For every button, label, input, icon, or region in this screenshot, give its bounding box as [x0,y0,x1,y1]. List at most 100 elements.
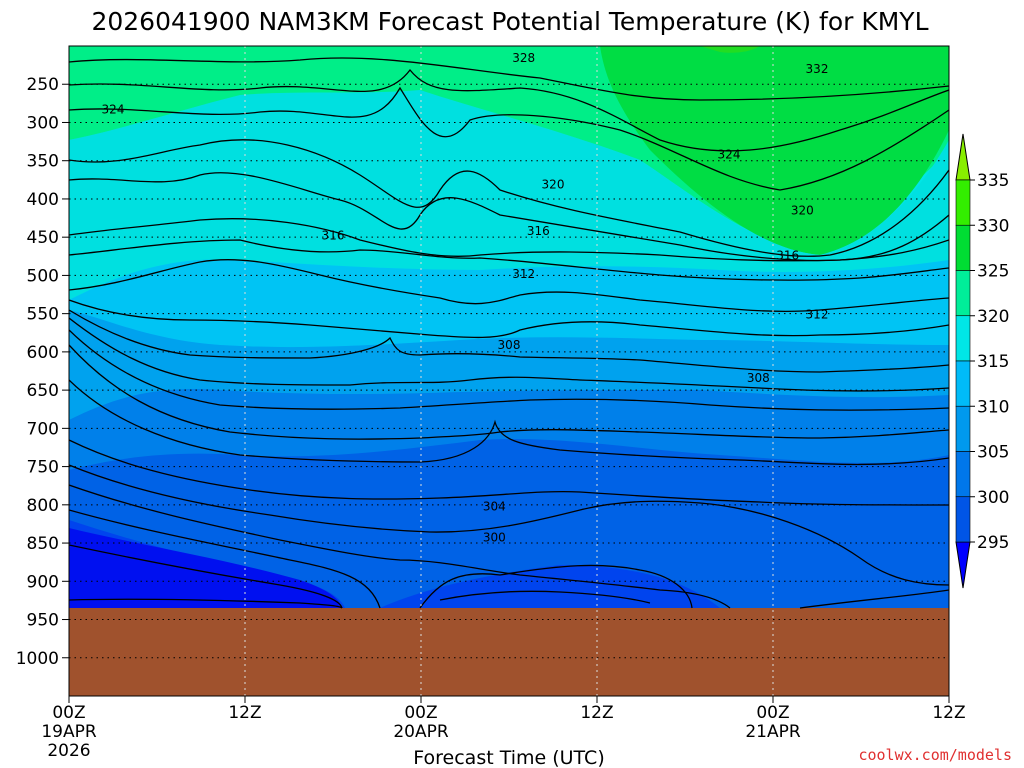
contour-label: 300 [483,531,506,545]
band-green-bright [600,46,949,255]
ground-underground [69,608,949,696]
y-tick-label: 750 [27,458,59,478]
colorbar-label: 330 [977,216,1009,236]
contour-line [69,139,949,257]
contour-label: 316 [322,229,345,243]
vertical-gridlines [244,46,774,696]
contour-line [69,57,949,101]
contour-line [69,317,949,392]
contour-label: 316 [527,224,550,238]
y-tick-label: 400 [27,190,59,210]
contour-label: 316 [776,249,799,263]
y-tick-label: 650 [27,381,59,401]
band-blue-3 [69,438,949,608]
contour-label: 320 [542,177,565,191]
contour-line [69,439,949,506]
colorbar-segment [955,451,971,498]
contour-line [69,299,949,339]
contour-line [69,379,949,466]
contour-label: 320 [791,203,814,217]
colorbar-label: 310 [977,397,1009,417]
y-tick-label: 350 [27,152,59,172]
plot-area: 300 304 308 308 312 312 316 316 316 320 320 324 324 3… [69,46,949,696]
y-tick-label: 500 [27,266,59,286]
contour-line [799,589,949,609]
y-tick-label: 1000 [16,649,59,669]
x-tick-label: 12Z [580,703,613,723]
contour-label: 324 [102,102,125,116]
colorbar-segment [955,405,971,452]
x-tick-date: 21APR [745,722,801,742]
contour-line [69,329,949,411]
contour-label: 332 [806,62,829,76]
colorbar-bottom-arrow [955,541,971,589]
contour-labels: 300 304 308 308 312 312 316 316 316 320 320 324 324 3… [102,51,829,544]
y-tick-label: 450 [27,228,59,248]
colorbar: 295 300 305 310 315 320 325 330 335 [955,133,1009,589]
band-blue-1 [69,310,949,420]
contour-label: 324 [718,148,741,162]
colorbar-segment [955,224,971,271]
contour-label: 312 [512,267,535,281]
x-tick-year: 2026 [47,741,90,761]
colorbar-label: 325 [977,262,1009,282]
colorbar-segment [955,360,971,407]
colorbar-segment [955,179,971,226]
x-tick-label: 00Z [404,703,437,723]
x-tick-date: 19APR [41,722,97,742]
colorbar-label: 315 [977,352,1009,372]
y-tick-label: 550 [27,305,59,325]
colorbar-label: 335 [977,171,1009,191]
contour-line [69,484,731,609]
colorbar-top-arrow [955,133,971,181]
y-tick-label: 300 [27,113,59,133]
x-tick-label: 00Z [52,703,85,723]
contour-line [69,218,949,262]
colorbar-segment [955,270,971,317]
contour-line [69,239,949,281]
x-tick-label: 12Z [932,703,965,723]
x-tick-date: 20APR [393,722,449,742]
band-light-blue [69,259,949,348]
plot-frame [68,45,950,697]
colorbar-label: 295 [977,533,1009,553]
contour-line [69,598,343,609]
y-tick-label: 900 [27,572,59,592]
y-axis-ticks: 250 300 350 400 450 500 550 600 650 700 750 800 850 9… [16,75,69,669]
contour-line [69,68,949,152]
contour-line [69,86,949,191]
contour-label: 308 [498,338,521,352]
colorbar-label: 300 [977,488,1009,508]
contour-line [419,564,693,609]
x-axis-label: Forecast Time (UTC) [413,747,604,768]
contour-line [69,259,949,312]
y-tick-label: 700 [27,419,59,439]
contour-line [69,309,949,373]
contour-label: 308 [747,371,770,385]
x-tick-label: 00Z [756,703,789,723]
contour-label: 304 [483,499,506,513]
contour-line [69,464,949,586]
contour-line [69,509,381,609]
band-green-core [700,46,760,53]
colorbar-label: 320 [977,307,1009,327]
colorbar-label: 305 [977,443,1009,463]
credit-text: coolwx.com/models [858,746,1012,764]
colorbar-segment [955,496,971,543]
contour-lines [69,57,949,609]
band-blue-core [69,528,342,608]
contour-line [439,590,651,604]
chart-title: 2026041900 NAM3KM Forecast Potential Tem… [91,7,928,36]
y-tick-label: 850 [27,534,59,554]
y-tick-label: 950 [27,611,59,631]
contour-label: 328 [512,51,535,65]
y-tick-label: 600 [27,343,59,363]
y-tick-label: 250 [27,75,59,95]
y-tick-label: 800 [27,496,59,516]
colorbar-segment [955,315,971,362]
contour-label: 312 [806,307,829,321]
band-cyan [69,90,949,300]
horizontal-gridlines [69,83,949,659]
x-tick-label: 12Z [228,703,261,723]
